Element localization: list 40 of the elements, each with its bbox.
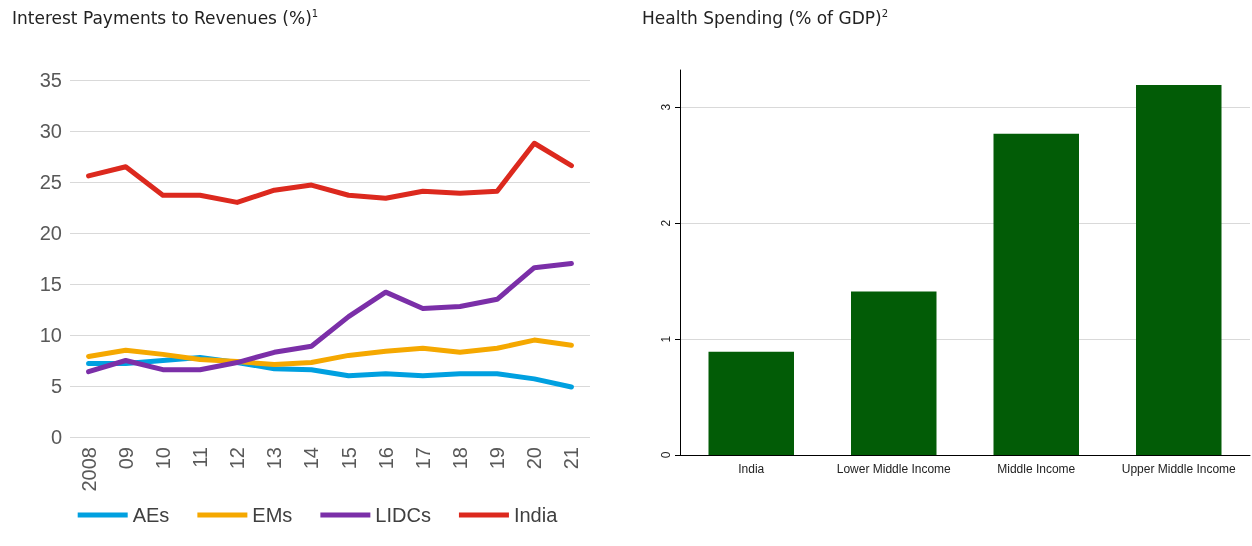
x-tick-label: 20 [523, 447, 546, 470]
chart-title: Health Spending (% of GDP)$^{2}$ [642, 8, 889, 28]
y-tick-label: 20 [39, 222, 62, 244]
x-tick-label: 17 [411, 447, 434, 470]
y-tick-label: 25 [39, 171, 62, 193]
legend-label: EMs [252, 504, 293, 526]
x-tick-label: 18 [449, 447, 471, 470]
y-tick-label: 30 [39, 120, 62, 142]
x-tick-label: 14 [300, 447, 323, 470]
x-tick-label: Middle Income [997, 462, 1076, 476]
x-tick-label: India [738, 462, 765, 476]
legend-label: AEs [132, 504, 170, 526]
y-tick-label: 15 [39, 273, 62, 295]
x-tick-label: 10 [151, 447, 174, 470]
bar [708, 351, 794, 455]
bar [993, 133, 1079, 455]
legend-label: LIDCs [375, 504, 431, 526]
chart-title: Interest Payments to Revenues (%)$^{1}$ [12, 8, 319, 28]
y-tick-label: 35 [39, 69, 62, 91]
bar [1136, 85, 1222, 455]
x-tick-label: 12 [226, 447, 249, 470]
x-tick-label: 09 [114, 447, 137, 470]
y-tick-label: 3 [659, 103, 673, 111]
x-tick-label: 15 [337, 447, 360, 470]
y-tick-label: 5 [50, 375, 62, 397]
y-tick-label: 2 [659, 219, 673, 227]
x-tick-label: 2008 [77, 447, 100, 492]
y-tick-label: 1 [659, 335, 673, 343]
x-tick-label: Upper Middle Income [1121, 462, 1237, 476]
bar [851, 291, 937, 455]
x-tick-label: 11 [189, 447, 211, 468]
x-tick-label: Lower Middle Income [836, 462, 952, 476]
y-tick-label: 0 [659, 451, 673, 459]
legend-label: India [513, 504, 559, 526]
x-tick-label: 16 [374, 447, 397, 470]
x-tick-label: 19 [486, 447, 509, 470]
x-tick-label: 13 [263, 447, 286, 470]
y-tick-label: 10 [39, 324, 62, 346]
y-tick-label: 0 [50, 426, 62, 448]
x-tick-label: 21 [560, 447, 583, 470]
